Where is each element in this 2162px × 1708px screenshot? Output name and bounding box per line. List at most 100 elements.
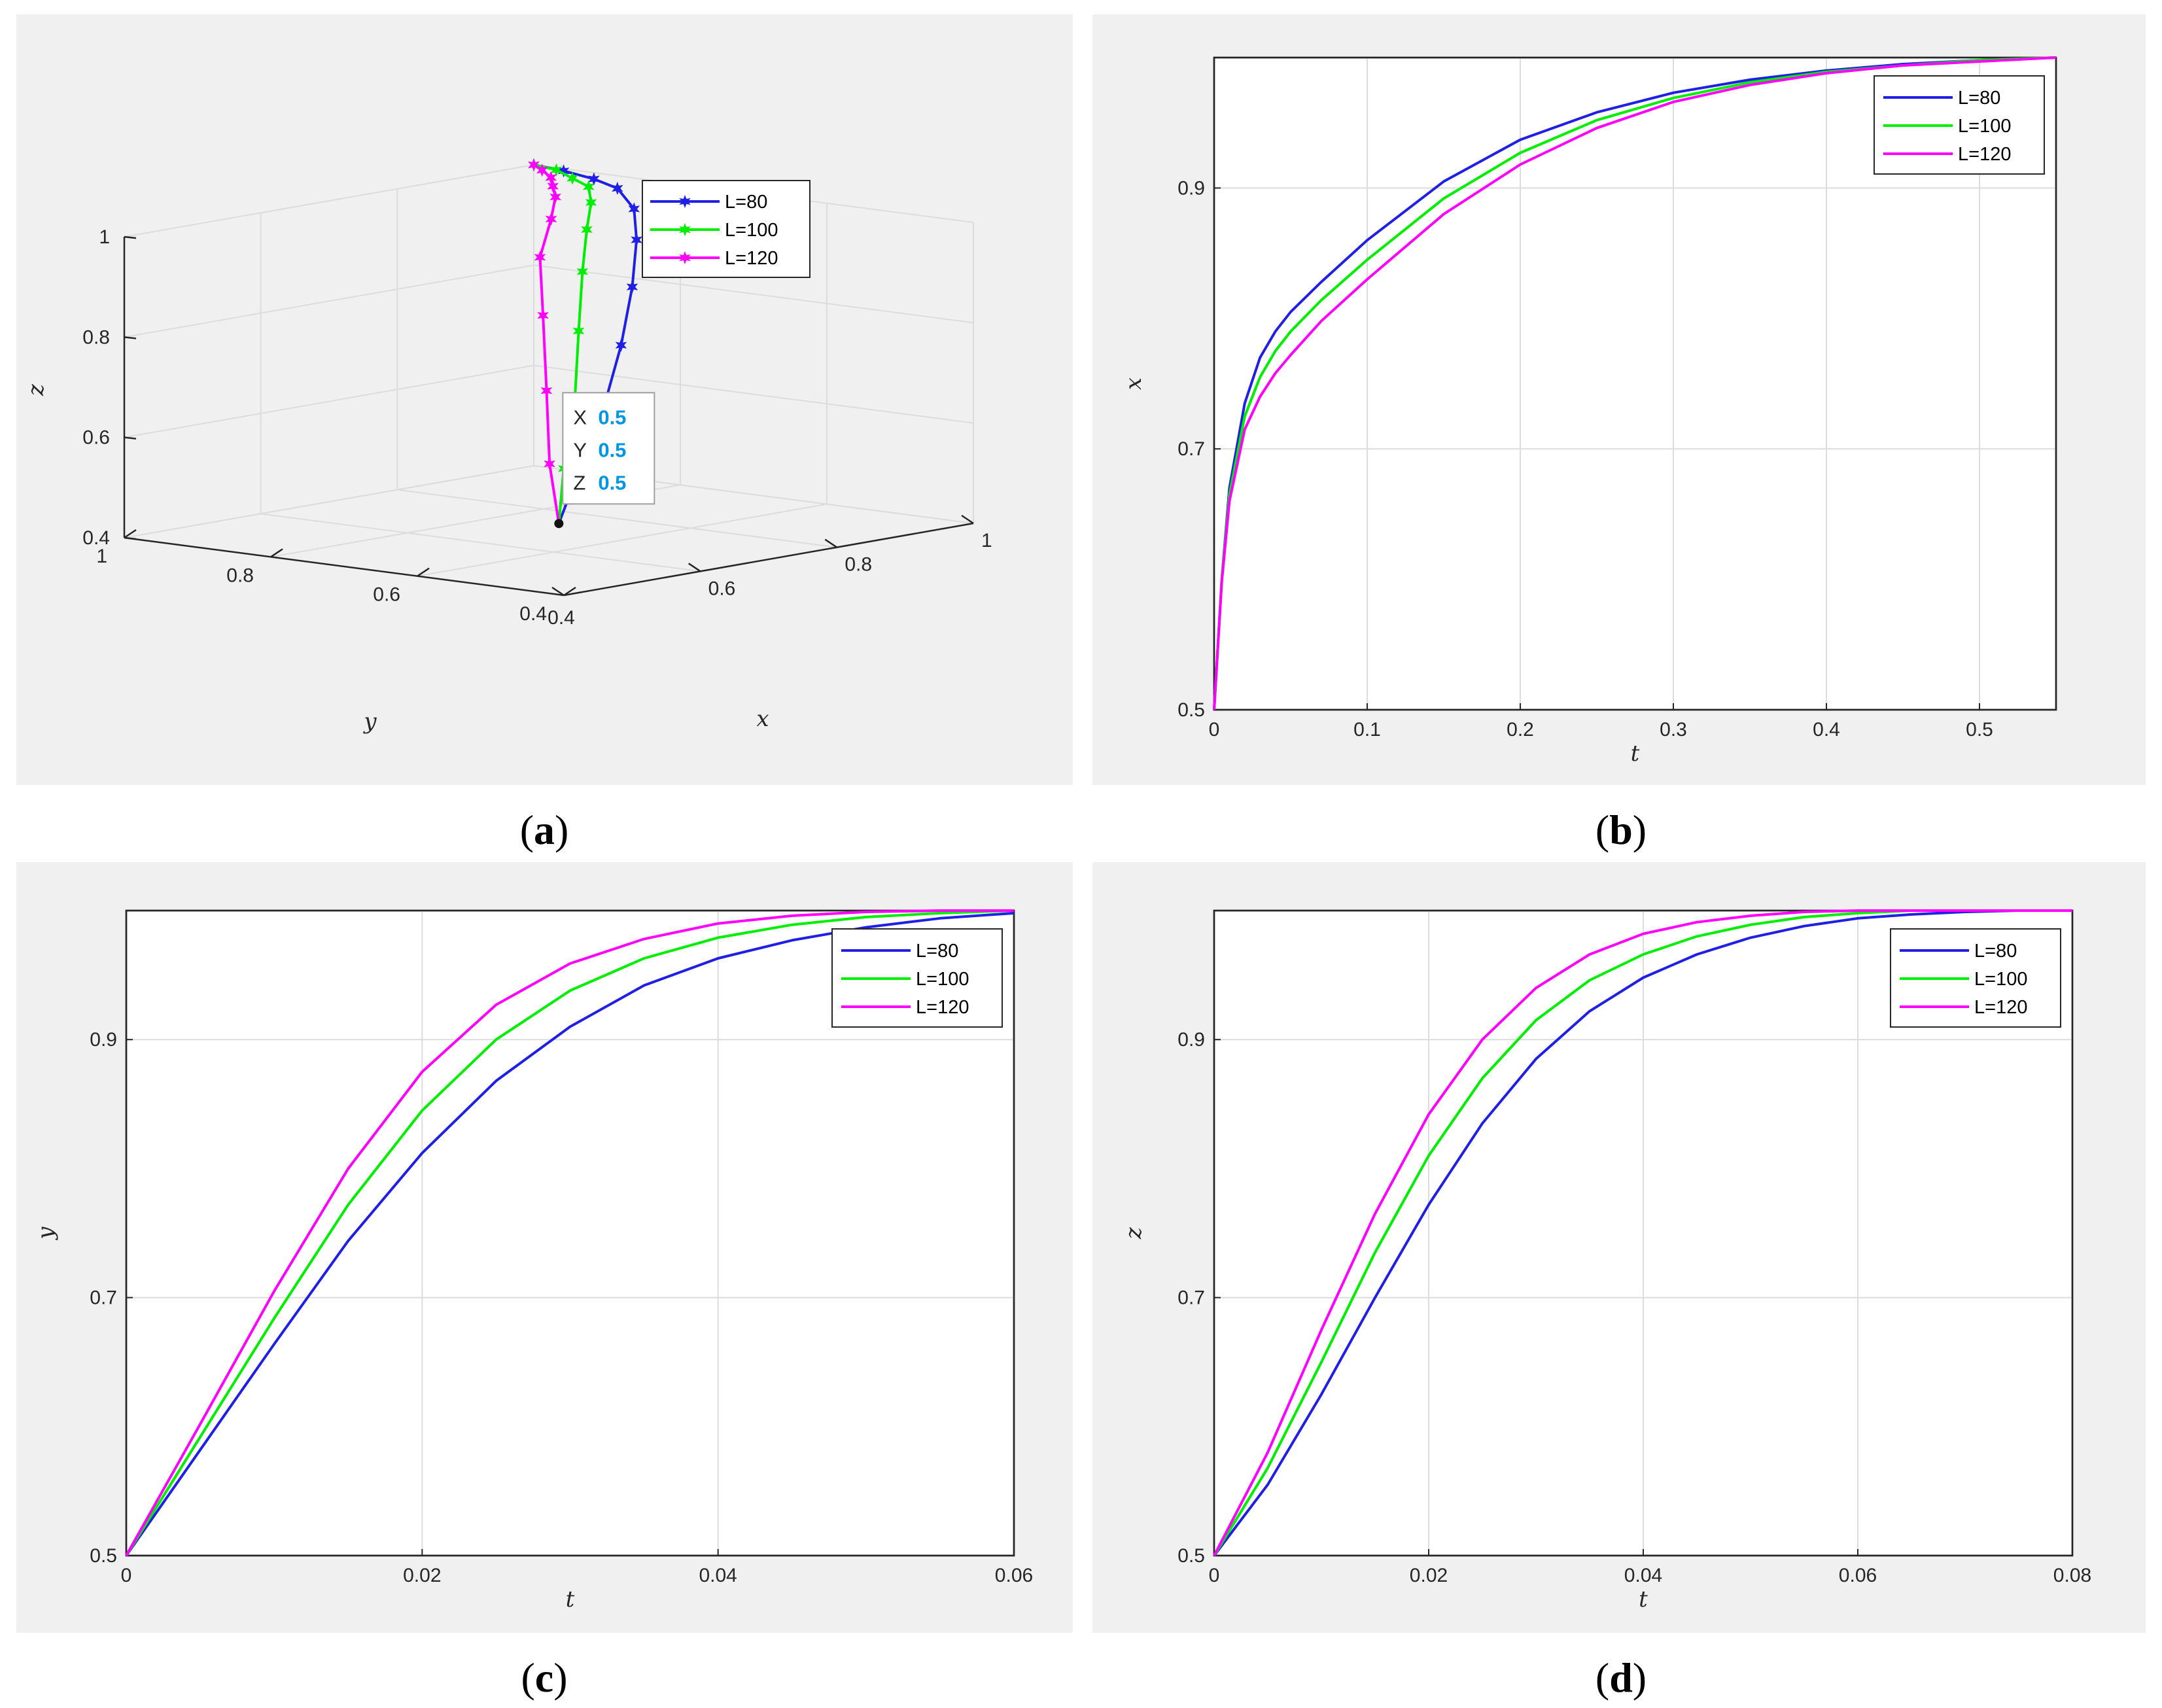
- legend-label: L=100: [1974, 969, 2027, 990]
- x-tick-label: 0.4: [1813, 719, 1840, 741]
- series-marker: [582, 180, 595, 194]
- caption-a-letter: a: [534, 807, 555, 853]
- legend-label: L=120: [1974, 997, 2027, 1018]
- series-marker: [585, 196, 597, 209]
- series-line-l80: [1213, 909, 2072, 1557]
- y-axis-label: z: [1121, 1227, 1147, 1240]
- floor-gridline: [417, 503, 828, 577]
- x-axis-line: [563, 522, 974, 597]
- series-line-l100: [125, 909, 1015, 1557]
- legend-label: L=80: [1958, 88, 2000, 109]
- caption-b-letter: b: [1609, 807, 1633, 853]
- axes-frame: [125, 909, 1015, 1557]
- axes-frame: [1213, 56, 2057, 711]
- z-tick-mark: [124, 536, 137, 540]
- x-axis-label: t: [1631, 741, 1640, 767]
- y-tick-label: 0.7: [1177, 438, 1205, 460]
- wall-gridline: [124, 364, 534, 438]
- x-tick-label: 0: [1209, 719, 1220, 741]
- series-marker: [628, 202, 640, 216]
- x-tick-label: 0.2: [1507, 719, 1534, 741]
- y-tick-label: 0.6: [373, 584, 400, 606]
- series-marker: [631, 233, 642, 247]
- wall-gridline: [533, 264, 974, 324]
- x-tick-label: 0.3: [1660, 719, 1687, 741]
- x-axis-label: t: [566, 1586, 575, 1612]
- x-tick-label: 0.04: [699, 1565, 737, 1586]
- panel-a-background: [16, 14, 1073, 785]
- series-marker: [528, 158, 540, 172]
- x-axis-label: t: [1639, 1586, 1648, 1612]
- series-line-l80: [125, 911, 1015, 1557]
- series-marker: [615, 338, 627, 352]
- series-marker: [576, 265, 589, 279]
- legend-label: L=100: [725, 220, 778, 241]
- legend-label: L=120: [916, 997, 969, 1018]
- series-marker: [545, 212, 557, 226]
- x-tick-label: 0.06: [1839, 1565, 1877, 1586]
- series-line-l120: [125, 909, 1014, 1556]
- datatip-y-key: Y: [573, 438, 587, 461]
- z-tick-mark: [124, 336, 137, 340]
- x-tick-label: 0.1: [1353, 719, 1381, 741]
- z-tick-label: 0.4: [82, 527, 110, 549]
- z-tick-mark: [124, 235, 137, 239]
- datatip-point: [554, 519, 564, 529]
- floor-gridline: [260, 513, 701, 572]
- y-axis-label: y: [33, 1227, 59, 1241]
- x-tick-mark: [824, 538, 838, 548]
- y-tick-mark: [270, 548, 283, 558]
- series-marker: [544, 457, 555, 471]
- caption-d-letter: d: [1609, 1654, 1633, 1701]
- z-axis-label: z: [23, 383, 49, 396]
- x-tick-label: 0: [121, 1565, 132, 1586]
- legend-label: L=100: [1958, 116, 2011, 137]
- y-tick-label: 0.4: [519, 603, 547, 625]
- series-marker: [612, 181, 623, 196]
- x-tick-label: 0.08: [2053, 1565, 2091, 1586]
- axes-frame: [1213, 909, 2074, 1557]
- x-tick-label: 0.02: [1410, 1565, 1448, 1586]
- legend-label: L=120: [725, 248, 778, 269]
- legend-marker: [679, 251, 691, 265]
- chart-b-x-vs-t: 0 0.1 0.2 0.3 0.4 0.5 0.5 0.7 0.9 t x L=80 L=100 L=12…: [1121, 56, 2057, 767]
- y-tick-mark: [124, 529, 137, 539]
- series-marker: [540, 384, 553, 398]
- x-tick-label: 0.02: [403, 1565, 441, 1586]
- series-marker: [537, 308, 549, 322]
- x-tick-mark: [551, 586, 565, 597]
- y-tick-label: 0.7: [90, 1287, 117, 1309]
- y-tick-label: 0.9: [1177, 1029, 1205, 1051]
- datatip-y-value: 0.5: [598, 438, 626, 461]
- z-tick-mark: [124, 436, 137, 440]
- x-tick-label: 0.4: [548, 607, 575, 629]
- series-marker: [550, 163, 563, 177]
- series-marker: [572, 324, 585, 338]
- wall-gridline: [533, 364, 974, 424]
- series-marker: [549, 190, 562, 204]
- series-line-l120: [1213, 56, 2057, 710]
- legend-marker: [679, 222, 691, 237]
- x-tick-label: 0.06: [995, 1565, 1033, 1586]
- y-tick-label: 0.5: [90, 1545, 117, 1567]
- y-axis-line: [124, 536, 565, 597]
- caption-c-letter: c: [535, 1654, 553, 1701]
- z-tick-label: 1: [99, 226, 110, 248]
- series-marker: [567, 171, 578, 185]
- y-tick-mark: [563, 586, 576, 597]
- x-tick-label: 0.04: [1624, 1565, 1662, 1586]
- datatip-x-value: 0.5: [598, 406, 626, 428]
- floor-gridline: [397, 489, 837, 548]
- y-tick-label: 0.8: [226, 565, 254, 586]
- series-line-l120: [1213, 909, 2072, 1556]
- wall-gridline: [124, 264, 534, 338]
- datatip-z-value: 0.5: [598, 471, 626, 494]
- datatip-box: [562, 392, 655, 505]
- series-marker: [588, 172, 600, 186]
- legend-marker: [679, 194, 691, 209]
- legend-label: L=100: [916, 969, 969, 990]
- chart-c-y-vs-t: 0 0.02 0.04 0.06 0.5 0.7 0.9 t y L=80 L=100 L=120: [33, 909, 1033, 1612]
- x-tick-mark: [688, 563, 701, 572]
- series-marker: [547, 179, 559, 193]
